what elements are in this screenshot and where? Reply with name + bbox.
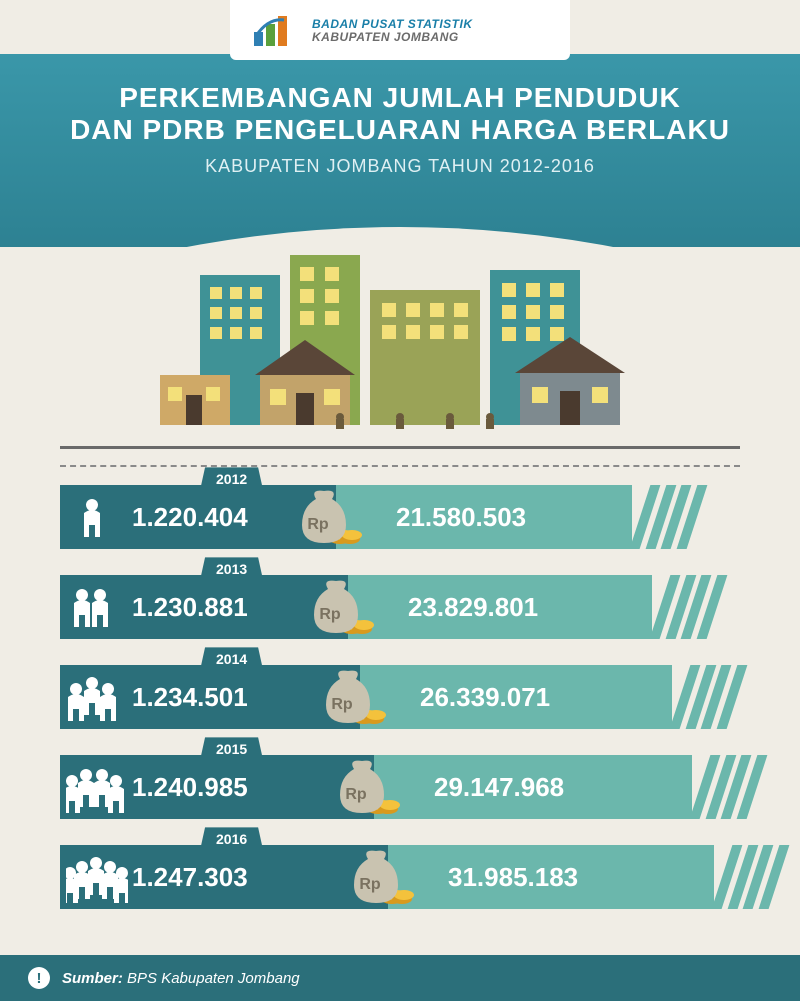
pdrb-value: 26.339.071 (420, 682, 550, 713)
logo-text: BADAN PUSAT STATISTIK KABUPATEN JOMBANG (312, 18, 473, 44)
money-bag-icon: Rp (344, 849, 416, 907)
pdrb-value: 23.829.801 (408, 592, 538, 623)
stripes-accent (680, 665, 736, 729)
svg-text:Rp: Rp (345, 786, 367, 803)
people-icon (66, 671, 128, 723)
footer-value: BPS Kabupaten Jombang (127, 970, 300, 987)
city-illustration (0, 247, 800, 467)
pdrb-value: 29.147.968 (434, 772, 564, 803)
people-icon (66, 491, 128, 543)
footer-label: Sumber: (62, 970, 123, 987)
people-icon (66, 581, 128, 633)
people-icon (66, 761, 128, 813)
data-row: 2015 29.147.968 1.240.985 Rp (60, 755, 740, 819)
title-line2: DAN PDRB PENGELUARAN HARGA BERLAKU (30, 114, 770, 146)
info-icon: ! (28, 967, 50, 989)
subtitle: KABUPATEN JOMBANG TAHUN 2012-2016 (30, 156, 770, 177)
footer: ! Sumber: BPS Kabupaten Jombang (0, 955, 800, 1001)
stripes-accent (700, 755, 756, 819)
stripes-accent (640, 485, 696, 549)
footer-text: Sumber: BPS Kabupaten Jombang (62, 970, 300, 987)
data-rows: 2012 21.580.503 1.220.404 Rp 2013 23.829… (0, 485, 800, 955)
data-row: 2012 21.580.503 1.220.404 Rp (60, 485, 740, 549)
stripes-accent (660, 575, 716, 639)
money-bag-icon: Rp (292, 489, 364, 547)
svg-text:Rp: Rp (359, 876, 381, 893)
pdrb-value: 31.985.183 (448, 862, 578, 893)
population-value: 1.240.985 (132, 772, 248, 803)
logo-box: BADAN PUSAT STATISTIK KABUPATEN JOMBANG (230, 0, 570, 60)
money-bag-icon: Rp (330, 759, 402, 817)
ground-line (60, 446, 740, 449)
city-svg (120, 245, 680, 445)
logo-line2: KABUPATEN JOMBANG (312, 31, 473, 44)
svg-text:Rp: Rp (307, 516, 329, 533)
pdrb-value: 21.580.503 (396, 502, 526, 533)
title-line1: PERKEMBANGAN JUMLAH PENDUDUK (30, 82, 770, 114)
population-value: 1.220.404 (132, 502, 248, 533)
population-value: 1.230.881 (132, 592, 248, 623)
money-bag-icon: Rp (304, 579, 376, 637)
data-row: 2014 26.339.071 1.234.501 Rp (60, 665, 740, 729)
svg-text:Rp: Rp (331, 696, 353, 713)
svg-text:Rp: Rp (319, 606, 341, 623)
data-row: 2016 31.985.183 1.247.303 Rp (60, 845, 740, 909)
people-icon (66, 851, 128, 903)
stripes-accent (722, 845, 778, 909)
population-value: 1.247.303 (132, 862, 248, 893)
population-value: 1.234.501 (132, 682, 248, 713)
bps-logo-icon (250, 12, 302, 50)
ground-dash (60, 453, 740, 467)
data-row: 2013 23.829.801 1.230.881 Rp (60, 575, 740, 639)
money-bag-icon: Rp (316, 669, 388, 727)
infographic-page: BADAN PUSAT STATISTIK KABUPATEN JOMBANG … (0, 0, 800, 1001)
